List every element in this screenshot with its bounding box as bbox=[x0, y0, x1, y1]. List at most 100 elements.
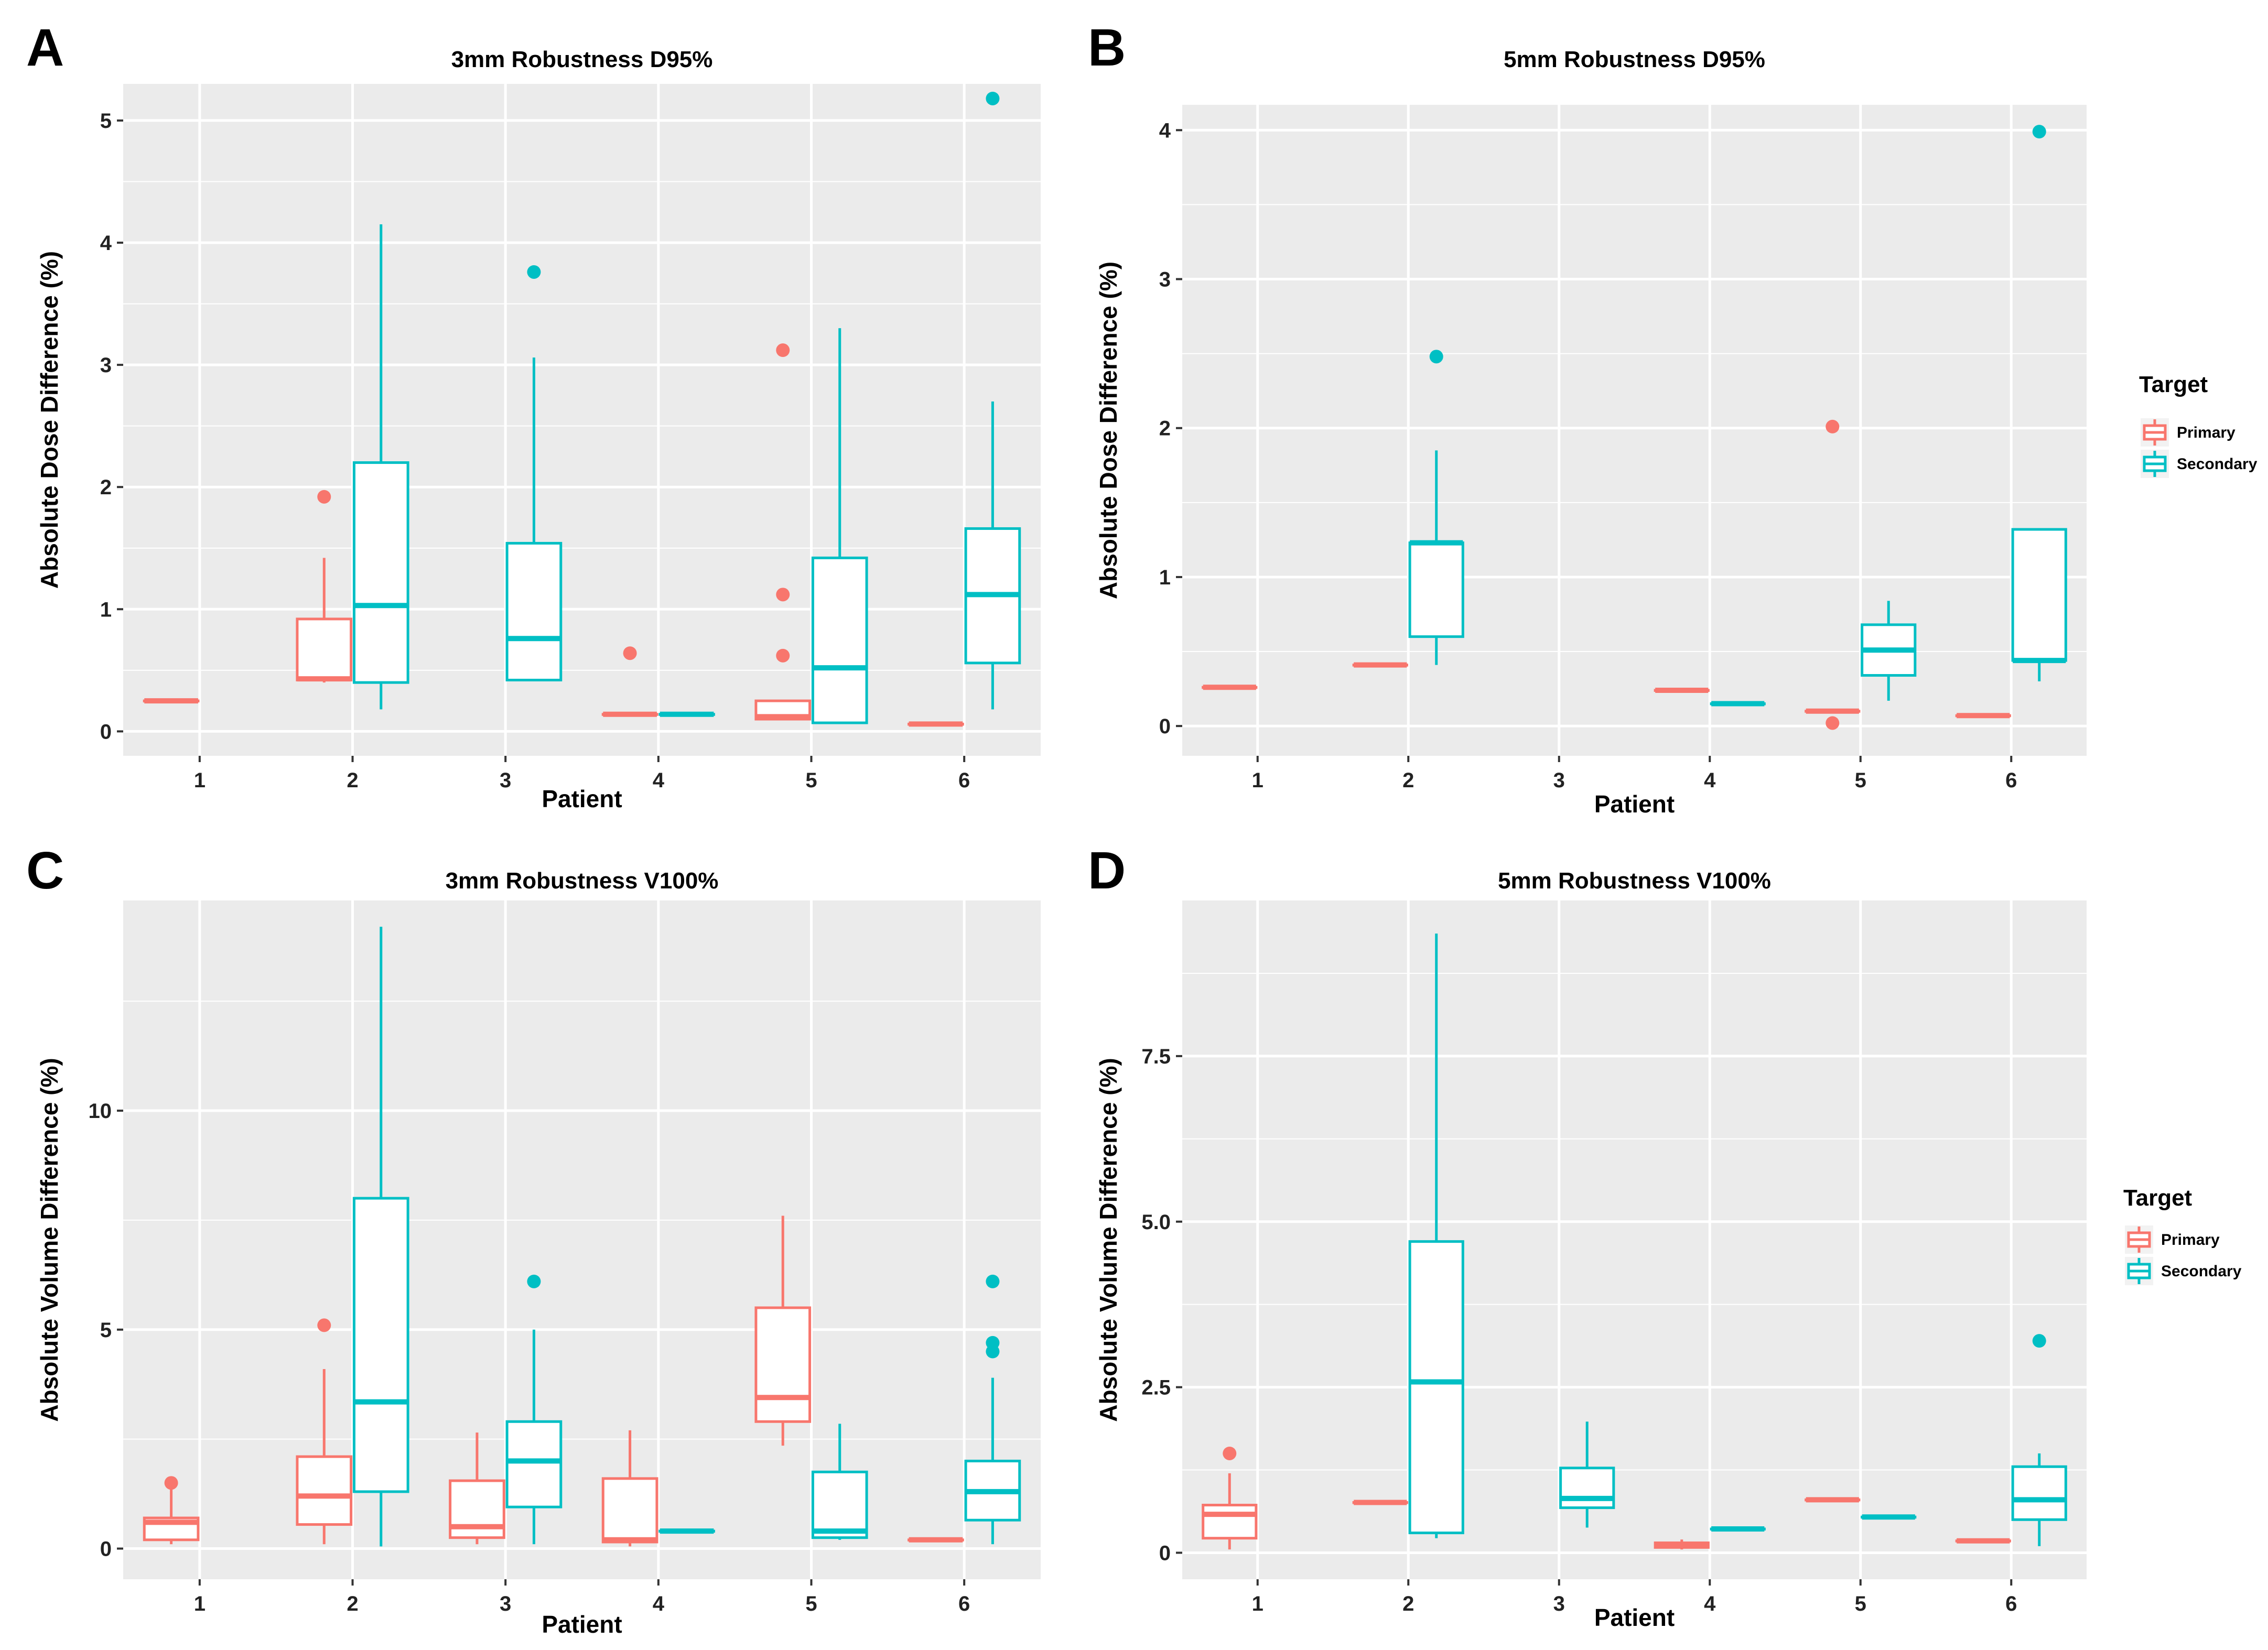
box-body bbox=[505, 541, 563, 681]
box-primary-patient-4 bbox=[601, 1430, 658, 1547]
y-tick-label: 3 bbox=[100, 354, 112, 377]
outlier-point bbox=[527, 1274, 541, 1288]
panel-title: 5mm Robustness D95% bbox=[1504, 47, 1765, 72]
outlier-point bbox=[1429, 350, 1443, 364]
x-tick-label: 2 bbox=[347, 1592, 358, 1615]
outlier-point bbox=[2032, 1334, 2046, 1348]
box-primary-patient-6 bbox=[1955, 713, 2011, 719]
box-primary-patient-6 bbox=[1955, 1538, 2011, 1544]
y-tick-label: 0 bbox=[1159, 715, 1171, 738]
x-tick-label: 5 bbox=[1855, 769, 1866, 792]
y-tick-label: 3 bbox=[1159, 268, 1171, 291]
box-body bbox=[1202, 1503, 1258, 1540]
box-secondary-patient-6 bbox=[964, 91, 1021, 710]
box-primary-patient-3 bbox=[449, 1432, 505, 1545]
box-secondary-patient-4 bbox=[658, 1528, 715, 1534]
panel-letter: B bbox=[1088, 18, 1126, 77]
box-secondary-patient-6 bbox=[2011, 1334, 2067, 1546]
panel-title: 5mm Robustness V100% bbox=[1498, 868, 1771, 894]
panel-letter: D bbox=[1088, 841, 1126, 900]
y-tick-label: 5 bbox=[100, 110, 112, 133]
y-tick-label: 10 bbox=[89, 1100, 112, 1123]
box-secondary-patient-2 bbox=[1408, 350, 1464, 665]
outlier-point bbox=[317, 1318, 331, 1332]
panel-background bbox=[123, 900, 1041, 1579]
x-tick-label: 1 bbox=[194, 1592, 206, 1615]
x-tick-label: 4 bbox=[1704, 769, 1716, 792]
box-body bbox=[601, 1477, 658, 1544]
box-body bbox=[754, 1306, 812, 1423]
y-tick-label: 5.0 bbox=[1141, 1211, 1171, 1234]
box-secondary-patient-2 bbox=[1408, 933, 1464, 1538]
box-primary-patient-2 bbox=[1352, 1500, 1408, 1505]
legend-label-primary: Primary bbox=[2177, 424, 2235, 441]
legend-key-secondary bbox=[2143, 451, 2167, 477]
box-primary-patient-5 bbox=[754, 1215, 812, 1446]
legend-bottom: Target Primary Secondary bbox=[2123, 1185, 2242, 1285]
x-tick-label: 3 bbox=[1553, 769, 1565, 792]
x-tick-label: 2 bbox=[347, 769, 358, 792]
legend-top: Target Primary Secondary bbox=[2139, 372, 2258, 478]
legend-key-primary bbox=[2143, 419, 2167, 446]
box-body bbox=[1408, 1240, 1464, 1535]
y-tick-label: 0 bbox=[100, 720, 112, 743]
box-primary-patient-5 bbox=[1805, 419, 1861, 730]
box-secondary-patient-5 bbox=[811, 1424, 868, 1540]
y-tick-label: 5 bbox=[100, 1319, 112, 1342]
outlier-point bbox=[986, 91, 1000, 105]
panel-b: 0 1 2 3 4 1 2 3 4 5 6 B 5mm Robustness D95% Patient Ab… bbox=[1088, 18, 2087, 818]
box-primary-patient-4 bbox=[601, 646, 658, 717]
box-secondary-patient-6 bbox=[964, 1274, 1021, 1545]
x-axis-title: Patient bbox=[1594, 790, 1675, 818]
panel-title: 3mm Robustness V100% bbox=[446, 868, 719, 894]
panel-background bbox=[1182, 105, 2087, 756]
x-tick-label: 6 bbox=[958, 769, 970, 792]
box-primary-patient-1 bbox=[1202, 685, 1258, 690]
y-axis-title: Absolute Dose Difference (%) bbox=[36, 251, 63, 589]
box-body bbox=[505, 1420, 563, 1508]
box-body bbox=[2011, 1465, 2067, 1521]
legend-label-secondary: Secondary bbox=[2177, 455, 2258, 473]
box-primary-patient-4 bbox=[1654, 1539, 1710, 1550]
x-tick-label: 2 bbox=[1402, 769, 1414, 792]
panel-letter: C bbox=[26, 841, 64, 900]
x-tick-label: 5 bbox=[1855, 1592, 1866, 1615]
box-primary-patient-1 bbox=[1202, 1446, 1258, 1550]
box-primary-patient-4 bbox=[1654, 687, 1710, 693]
y-tick-label: 2 bbox=[100, 476, 112, 499]
x-tick-label: 4 bbox=[653, 1592, 665, 1615]
box-primary-patient-2 bbox=[296, 490, 353, 683]
y-tick-label: 0 bbox=[100, 1538, 112, 1561]
box-body bbox=[811, 1470, 868, 1539]
legend-label-primary: Primary bbox=[2161, 1231, 2220, 1249]
y-axis-title: Absolute Dose Difference (%) bbox=[1095, 262, 1122, 599]
panels: 0 1 2 3 4 5 1 2 3 4 5 6 A 3mm Robustness D95% Patient A… bbox=[26, 18, 2087, 1638]
box-secondary-patient-4 bbox=[658, 711, 715, 717]
x-tick-label: 6 bbox=[2005, 1592, 2017, 1615]
x-tick-label: 2 bbox=[1402, 1592, 1414, 1615]
box-body bbox=[352, 461, 409, 684]
outlier-point bbox=[1826, 716, 1840, 730]
outlier-point bbox=[623, 646, 637, 660]
box-body bbox=[2011, 528, 2067, 662]
y-tick-label: 0 bbox=[1159, 1542, 1171, 1565]
x-tick-label: 4 bbox=[1704, 1592, 1716, 1615]
box-secondary-patient-2 bbox=[352, 224, 409, 710]
x-tick-label: 1 bbox=[1252, 1592, 1263, 1615]
box-primary-patient-1 bbox=[143, 1476, 200, 1545]
outlier-point bbox=[776, 648, 790, 663]
y-tick-label: 7.5 bbox=[1141, 1045, 1171, 1068]
outlier-point bbox=[1223, 1446, 1237, 1460]
y-tick-label: 4 bbox=[100, 232, 112, 255]
legend-label-secondary: Secondary bbox=[2161, 1263, 2242, 1280]
legend-title: Target bbox=[2123, 1185, 2193, 1211]
panel-background bbox=[1182, 900, 2087, 1579]
box-secondary-patient-5 bbox=[811, 328, 868, 724]
panel-letter: A bbox=[26, 18, 64, 77]
outlier-point bbox=[317, 490, 331, 504]
x-axis-title: Patient bbox=[1594, 1604, 1675, 1631]
x-axis-title: Patient bbox=[542, 785, 622, 812]
y-tick-label: 4 bbox=[1159, 119, 1171, 142]
x-tick-label: 1 bbox=[194, 769, 206, 792]
